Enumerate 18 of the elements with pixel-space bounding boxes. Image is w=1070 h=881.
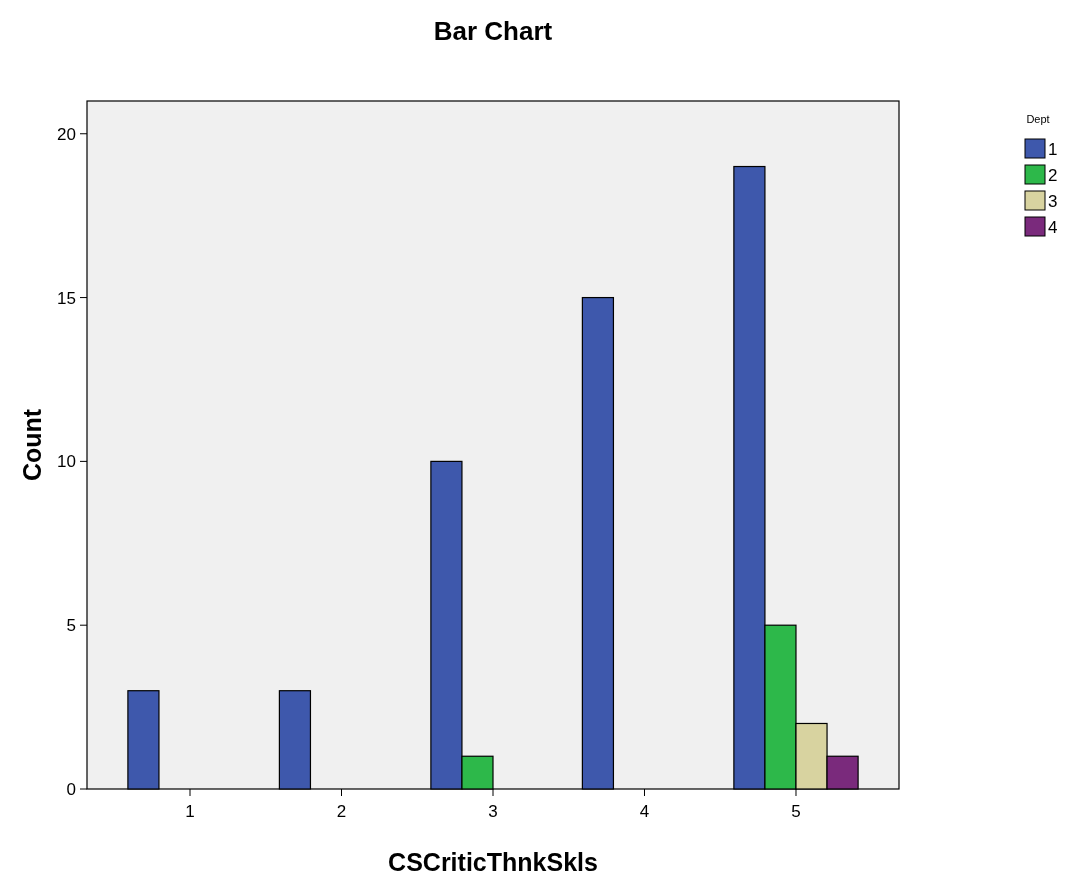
legend-label: 1 [1048, 139, 1058, 159]
legend-label: 4 [1048, 217, 1058, 237]
legend-title: Dept [1026, 113, 1050, 125]
x-tick-label: 2 [336, 802, 347, 821]
y-axis-title: Count [18, 408, 46, 482]
legend-label: 3 [1048, 191, 1058, 211]
x-tick-label: 4 [639, 802, 650, 821]
y-tick-label: 20 [57, 124, 76, 144]
x-tick-label: 1 [185, 802, 195, 821]
x-axis-title: CSCriticThnkSkls [388, 848, 598, 876]
y-tick-label: 0 [66, 779, 76, 799]
legend-label: 2 [1048, 165, 1058, 185]
y-tick-label: 15 [57, 288, 76, 308]
x-tick-label: 3 [488, 802, 498, 821]
y-tick-label: 10 [57, 452, 76, 472]
chart-title: Bar Chart [433, 16, 553, 46]
x-tick-label: 5 [791, 802, 801, 821]
y-tick-label: 5 [66, 616, 76, 636]
